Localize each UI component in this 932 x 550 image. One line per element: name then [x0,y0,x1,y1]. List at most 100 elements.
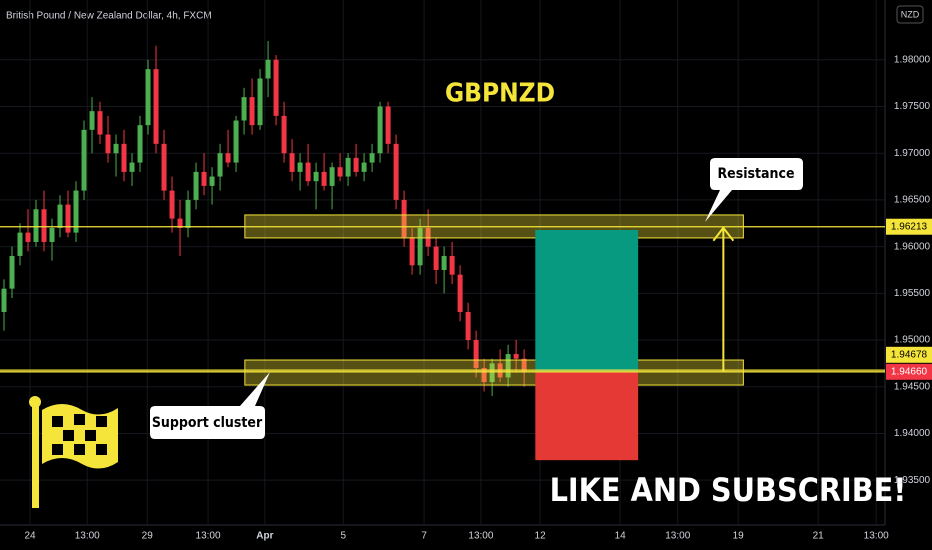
x-tick-label: 13:00 [75,531,100,542]
candle-body [41,209,47,242]
price-label-bg [886,218,932,235]
candle-body [353,157,359,172]
loss-zone [535,371,639,461]
y-tick-label: 1.95000 [894,335,931,346]
y-tick-label: 1.94000 [894,428,931,439]
candle-body [361,162,367,172]
y-tick-label: 1.95500 [894,288,931,299]
support-callout: Support cluster [150,372,270,439]
candle-body [425,227,431,247]
price-label: 1.94660 [891,366,928,377]
candle-body [1,288,7,313]
candle-body [281,115,287,154]
candle-body [193,171,199,200]
candle-body [305,162,311,182]
candle-body [97,111,103,135]
candle-body [169,190,175,219]
candle-body [409,237,415,266]
candle-body [273,59,279,116]
candle-body [521,358,527,372]
candle-body [105,134,111,154]
candle-body [177,218,183,228]
candle-body [249,97,255,126]
candle-body [57,204,63,228]
y-tick-label: 1.97500 [894,101,931,112]
price-label-bg [886,363,932,380]
candle-body [377,106,383,154]
candle-body [481,368,487,383]
candle-body [89,111,95,130]
x-tick-label: 7 [421,531,427,542]
candle-body [329,167,335,186]
currency: NZD [901,9,920,19]
candle-body [65,204,71,233]
candle-body [145,69,151,126]
cta-text: LIKE AND SUBSCRIBE! [550,471,907,509]
x-tick-label: 13:00 [864,531,889,542]
candle-body [201,171,207,186]
candle-body [153,69,159,144]
candle-body [465,312,471,341]
candle-body [161,143,167,191]
candle-body [473,340,479,369]
candle-body [49,227,55,242]
x-tick-label: 13:00 [665,531,690,542]
candle-body [137,125,143,163]
candle-body [393,143,399,200]
candle-body [449,255,455,275]
candle-body [225,153,231,163]
candle-body [209,176,215,186]
candle-body [417,227,423,266]
candle-body [289,153,295,172]
candle-body [513,354,519,359]
candle-body [9,255,15,289]
callout-bubble [150,372,270,439]
callout-text: Support cluster [152,415,263,431]
x-tick-label: 5 [340,531,346,542]
candle-body [233,120,239,163]
candle-body [401,199,407,238]
price-label: 1.96213 [891,221,928,232]
x-tick-label: 29 [142,531,154,542]
chart-title: British Pound / New Zealand Dollar, 4h, … [6,11,212,22]
candle-body [385,106,391,144]
currency-badge [896,5,924,24]
candle-body [457,274,463,313]
candle-body [345,157,351,177]
y-tick-label: 1.96500 [894,195,931,206]
x-tick-label: 12 [535,531,547,542]
callout-text: Resistance [717,166,794,182]
y-tick-label: 1.97000 [894,148,931,159]
flag-icon [29,396,118,508]
candle-body [217,153,223,177]
x-tick-label: Apr [256,531,273,542]
x-tick-label: 13:00 [196,531,221,542]
x-tick-label: 24 [24,531,36,542]
candle-body [433,246,439,270]
candle-body [313,171,319,182]
candle-body [369,153,375,163]
price-label-bg [886,346,932,363]
zone [244,359,744,386]
candle-body [265,59,271,79]
candle-body [25,232,31,242]
candle-body [33,209,39,242]
symbol-annotation: GBPNZD [445,79,555,109]
candle-body [185,199,191,228]
x-tick-label: 19 [733,531,745,542]
arrow-head [712,226,735,242]
candle-body [113,143,119,154]
plot-area [0,0,885,525]
profit-zone [535,229,639,372]
candle-body [73,190,79,233]
x-tick-label: 14 [615,531,627,542]
candle-body [129,162,135,172]
y-tick-label: 1.94500 [894,381,931,392]
y-tick-label: 1.93500 [894,475,931,486]
candle-body [17,232,23,256]
candle-body [321,171,327,186]
candle-body [505,354,511,378]
y-tick-label: 1.98000 [894,54,931,65]
